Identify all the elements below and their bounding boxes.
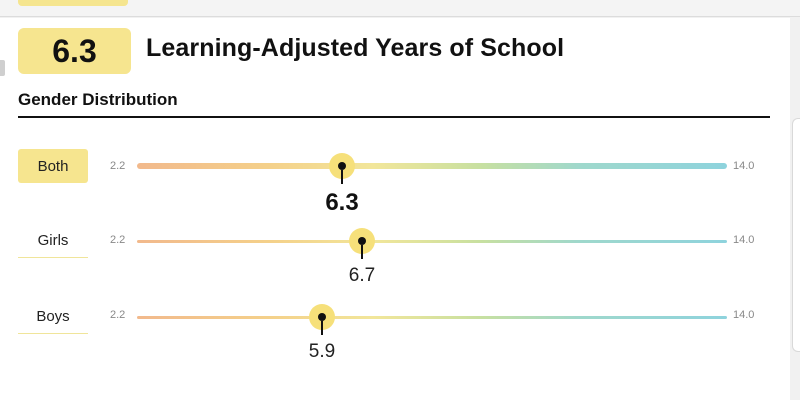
row-label-both[interactable]: Both xyxy=(18,149,88,183)
distribution-row-boys: Boys 2.2 14.0 5.9 xyxy=(0,300,790,362)
scale-min-label: 2.2 xyxy=(110,309,126,321)
range-track xyxy=(137,163,727,169)
side-panel-edge xyxy=(792,118,800,352)
section-title: Gender Distribution xyxy=(18,90,178,109)
row-label-boys[interactable]: Boys xyxy=(18,300,88,334)
scale-max-label: 14.0 xyxy=(733,234,755,246)
marker-stem xyxy=(341,170,343,184)
previous-card-badge xyxy=(18,0,128,6)
drag-handle-icon xyxy=(0,60,5,76)
scale-min-label: 2.2 xyxy=(110,160,126,172)
value-label: 6.3 xyxy=(325,189,359,216)
range-track xyxy=(137,316,727,319)
scale-max-label: 14.0 xyxy=(733,309,755,321)
marker-dot-icon xyxy=(358,237,366,245)
value-label: 5.9 xyxy=(308,341,336,362)
distribution-row-both: Both 2.2 14.0 6.3 xyxy=(0,149,790,216)
marker-dot-icon xyxy=(318,313,326,321)
range-track xyxy=(137,240,727,243)
metric-title: Learning-Adjusted Years of School xyxy=(146,34,565,62)
section-divider xyxy=(18,116,770,118)
score-badge: 6.3 xyxy=(18,28,131,74)
marker-stem xyxy=(361,245,363,259)
marker-stem xyxy=(321,321,323,335)
distribution-row-girls: Girls 2.2 14.0 6.7 xyxy=(0,224,790,286)
top-strip xyxy=(0,0,800,17)
metric-card: 6.3 Learning-Adjusted Years of School Ge… xyxy=(0,18,790,400)
row-label-girls[interactable]: Girls xyxy=(18,224,88,258)
value-label: 6.7 xyxy=(348,265,376,286)
scale-max-label: 14.0 xyxy=(733,160,755,172)
marker-dot-icon xyxy=(338,162,346,170)
scale-min-label: 2.2 xyxy=(110,234,126,246)
